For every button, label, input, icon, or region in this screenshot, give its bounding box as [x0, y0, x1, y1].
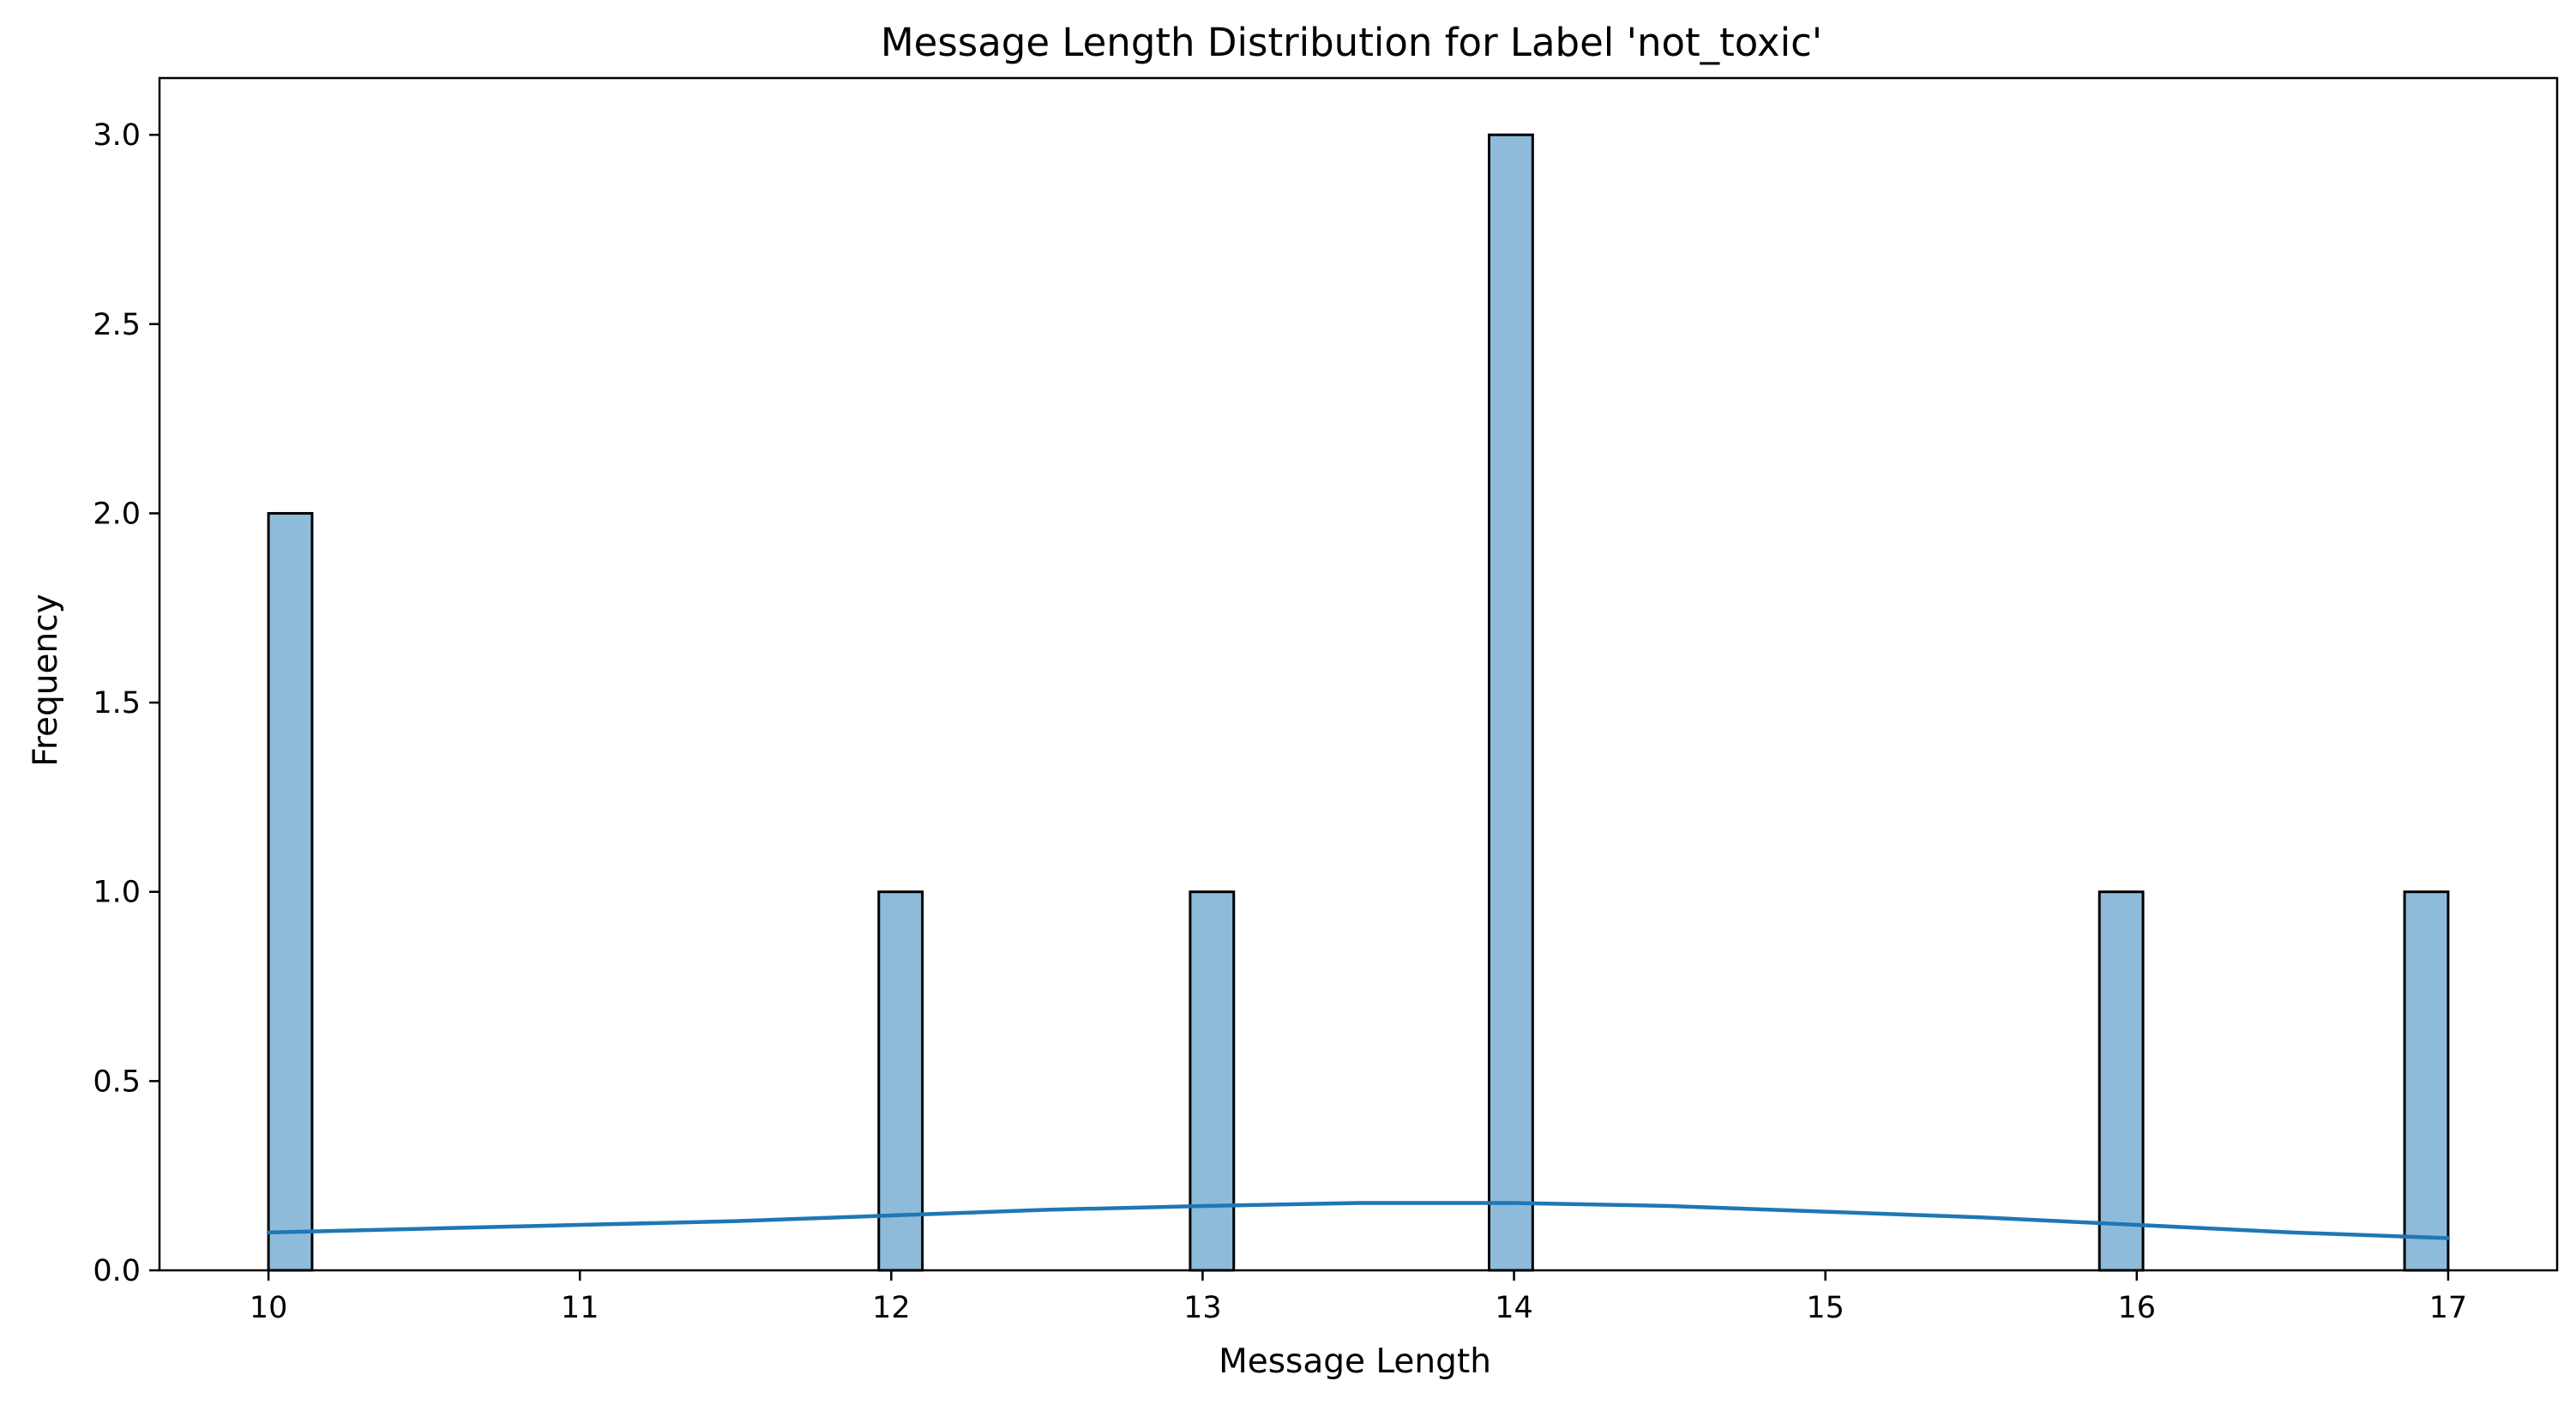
x-tick-label-0: 10 [250, 1291, 288, 1325]
y-axis: 0.0 0.5 1.0 1.5 2.0 2.5 3.0 [93, 118, 159, 1288]
y-tick-label-2: 1.0 [93, 876, 141, 910]
histogram-bar-2 [1189, 890, 1236, 1272]
plot-frame [158, 76, 2559, 1272]
y-tick-label-1: 0.5 [93, 1064, 141, 1099]
histogram-bar-0 [267, 511, 314, 1272]
y-tick-label-4: 2.0 [93, 497, 141, 531]
chart-title: Message Length Distribution for Label 'n… [881, 20, 1822, 65]
x-tick-label-6: 16 [2118, 1291, 2157, 1325]
plot-area [158, 76, 2559, 1272]
y-tick-label-5: 2.5 [93, 308, 141, 342]
x-tick-label-7: 17 [2429, 1291, 2468, 1325]
histogram-bar-1 [877, 890, 924, 1272]
kde-line [266, 1201, 2451, 1240]
y-tick-label-3: 1.5 [93, 686, 141, 721]
y-tick-label-0: 0.0 [93, 1254, 141, 1288]
x-tick-label-2: 12 [872, 1291, 911, 1325]
histogram-bar-5 [2403, 890, 2450, 1272]
x-tick-label-4: 14 [1495, 1291, 1533, 1325]
x-tick-label-5: 15 [1806, 1291, 1845, 1325]
x-tick-label-3: 13 [1183, 1291, 1222, 1325]
x-axis: 10 11 12 13 14 15 16 17 [250, 1270, 2467, 1325]
histogram-bar-3 [1488, 133, 1534, 1272]
x-axis-label: Message Length [1219, 1342, 1491, 1381]
x-tick-label-1: 11 [561, 1291, 599, 1325]
histogram-bar-4 [2098, 890, 2145, 1272]
y-axis-label: Frequency [27, 594, 65, 766]
y-tick-label-6: 3.0 [93, 118, 141, 153]
